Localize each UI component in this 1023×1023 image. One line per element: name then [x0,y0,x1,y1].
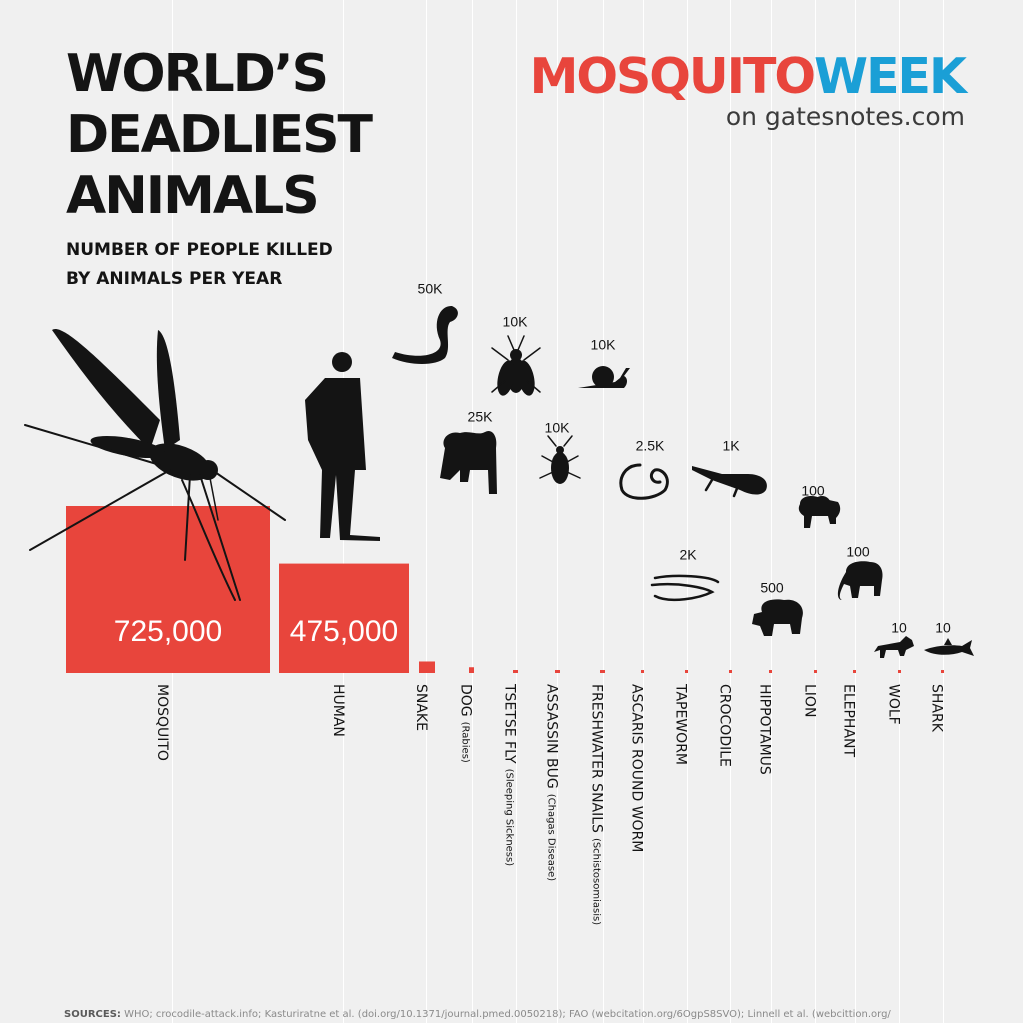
bar-crocodile [729,670,732,673]
bar-tsetse-fly [513,670,518,673]
subtitle-line: NUMBER OF PEOPLE KILLED [66,240,333,260]
value-label: 50K [418,281,444,297]
value-label: 10K [591,337,617,353]
wolf-icon [874,636,914,658]
logo-word-week: WEEK [814,48,967,105]
mosquito-icon [24,328,286,601]
bar-assassin-bug [555,670,560,673]
value-label: 2.5K [636,438,665,454]
value-label: 475,000 [290,615,398,648]
crocodile-icon [692,466,767,498]
elephant-icon [837,561,883,600]
page-title: WORLD’S DEADLIEST ANIMALS [66,44,426,227]
subtitle-line: BY ANIMALS PER YEAR [66,269,283,289]
bar-lion [814,670,817,673]
title-line: DEADLIEST [66,105,373,165]
chart-subtitle: NUMBER OF PEOPLE KILLED BY ANIMALS PER Y… [66,236,386,294]
category-label: SNAKE [413,684,429,731]
value-label: 25K [468,409,494,425]
value-label: 1K [722,438,740,454]
hippo-icon [752,599,803,636]
roundworm-icon [619,463,669,500]
snail-icon [578,366,630,388]
human-icon [305,352,380,541]
category-label: CROCODILE [717,684,733,767]
title-line: WORLD’S [66,44,329,104]
category-note: (Rabies) [460,722,471,763]
dog-icon [440,430,497,494]
bar-hippotamus [769,670,772,673]
value-label: 725,000 [114,615,222,648]
category-label: FRESHWATER SNAILS(Schistosomiasis) [589,684,605,925]
category-note: (Schistosomiasis) [591,838,602,925]
category-label: DOG(Rabies) [458,684,474,763]
logo-word-mosquito: MOSQUITO [529,48,816,105]
category-label: HUMAN [330,684,346,737]
value-label: 2K [679,547,697,563]
category-label: TSETSE FLY(Sleeping Sickness) [502,683,518,866]
bar-tapeworm [685,670,688,673]
category-label: TAPEWORM [673,683,689,765]
category-label: ELEPHANT [841,684,857,758]
category-label: MOSQUITO [154,684,170,761]
value-label: 10K [503,314,529,330]
value-label: 10K [545,420,571,436]
sources-label: SOURCES: [64,1009,121,1020]
category-label: ASCARIS ROUND WORM [629,684,645,852]
category-label: SHARK [929,684,945,733]
bar-freshwater-snails [600,670,605,673]
tapeworm-icon [650,574,720,602]
value-label: 100 [846,544,870,560]
value-label: 100 [801,483,825,499]
bar-shark [941,670,944,673]
category-label: LION [802,684,818,717]
lion-icon [798,496,841,528]
logo-subtitle: on gatesnotes.com [725,102,965,131]
logo-wordmark: MOSQUITOWEEK [529,46,967,108]
category-note: (Chagas Disease) [546,794,557,882]
bar-wolf [898,670,901,673]
tsetse-fly-icon [491,335,541,396]
sources-text: WHO; crocodile-attack.info; Kasturiratne… [124,1009,891,1020]
bar-mosquito [66,506,270,673]
value-label: 10 [891,620,907,636]
bar-human [279,563,409,673]
title-line: ANIMALS [66,166,320,226]
value-label: 500 [760,580,784,596]
value-label: 10 [935,620,951,636]
bar-snake [419,661,435,673]
bar-elephant [853,670,856,673]
snake-icon [392,305,458,364]
category-label: HIPPOTAMUS [757,684,773,775]
category-label: WOLF [886,684,902,725]
sources-footnote: SOURCES: WHO; crocodile-attack.info; Kas… [64,1009,964,1020]
shark-icon [924,638,974,656]
category-label: ASSASSIN BUG(Chagas Disease) [544,684,560,881]
category-note: (Sleeping Sickness) [504,769,515,867]
assassin-bug-icon [539,435,581,484]
mosquito-week-logo: MOSQUITOWEEK on gatesnotes.com [529,46,967,131]
bar-ascaris-round-worm [641,670,644,673]
bar-dog [469,667,474,673]
